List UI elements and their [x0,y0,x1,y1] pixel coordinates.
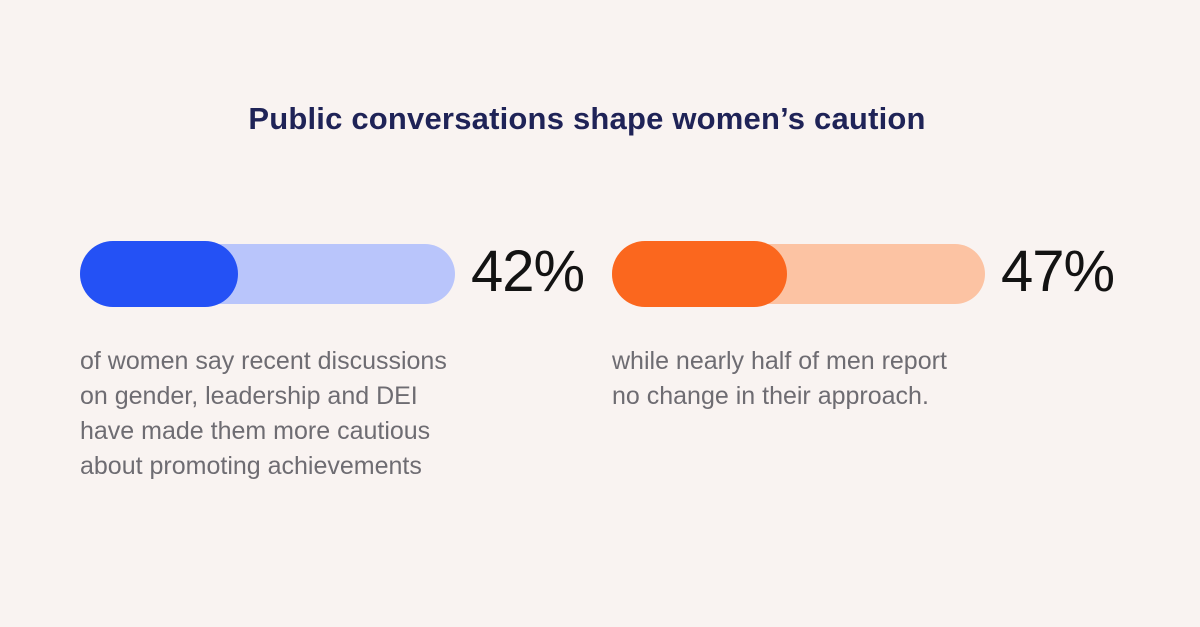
bar-fill-men [612,241,788,307]
value-label-men: 47% [1001,239,1115,304]
caption-women: of women say recent discussions on gende… [80,347,447,480]
bar-fill-women [80,241,238,307]
chart-title: Public conversations shape women’s cauti… [248,101,926,136]
bar-row-men: 47% [612,241,1120,307]
bar-track-men [612,241,985,307]
bar-row-women: 42% [80,241,590,307]
caption-men: while nearly half of men report no chang… [612,347,947,410]
value-label-women: 42% [471,239,585,304]
stat-group-women: 42% of women say recent discussions on g… [80,241,590,484]
stat-group-men: 47% while nearly half of men report no c… [612,241,1120,414]
bar-track-women [80,241,455,307]
